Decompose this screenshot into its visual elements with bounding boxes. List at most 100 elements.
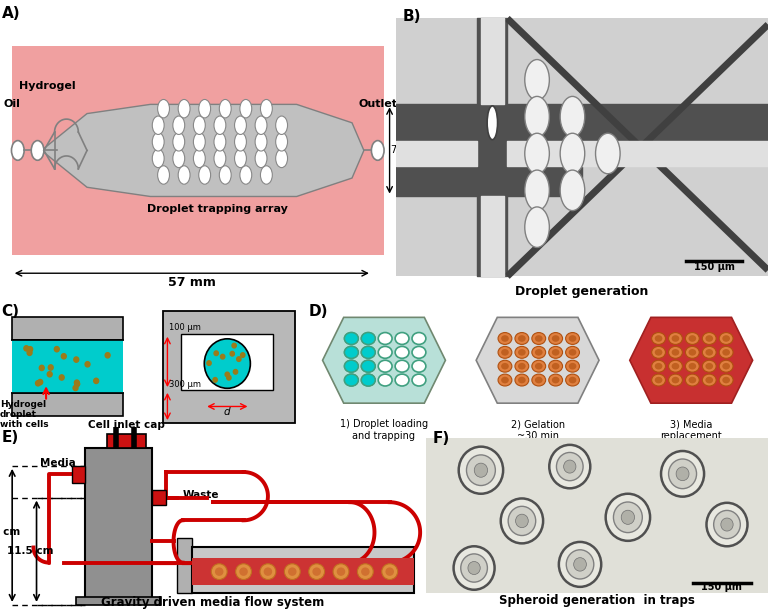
Text: A): A): [2, 6, 21, 21]
Circle shape: [276, 116, 287, 134]
Circle shape: [560, 96, 584, 137]
Circle shape: [344, 346, 358, 359]
Circle shape: [651, 346, 665, 359]
Circle shape: [719, 333, 733, 344]
FancyBboxPatch shape: [163, 311, 295, 423]
Text: 57 mm: 57 mm: [168, 276, 216, 289]
Circle shape: [386, 567, 394, 576]
Circle shape: [525, 96, 549, 137]
Circle shape: [263, 567, 272, 576]
Text: 13 cm: 13 cm: [0, 527, 21, 537]
Circle shape: [688, 349, 696, 356]
Circle shape: [362, 360, 376, 372]
Circle shape: [671, 349, 679, 356]
Circle shape: [55, 346, 59, 352]
Circle shape: [685, 346, 700, 359]
Circle shape: [214, 149, 226, 168]
Circle shape: [31, 141, 44, 160]
Text: C): C): [2, 303, 19, 319]
Text: 150 μm: 150 μm: [694, 262, 734, 272]
Text: B): B): [403, 9, 422, 24]
Circle shape: [688, 335, 696, 342]
Text: 150 μm: 150 μm: [701, 581, 743, 592]
Circle shape: [336, 567, 346, 576]
FancyBboxPatch shape: [181, 334, 273, 390]
Text: Spheroid generation  in traps: Spheroid generation in traps: [499, 594, 695, 607]
Polygon shape: [630, 317, 753, 403]
Circle shape: [220, 99, 231, 118]
Circle shape: [344, 333, 358, 344]
Circle shape: [412, 360, 425, 372]
Circle shape: [466, 455, 495, 486]
Circle shape: [362, 374, 376, 386]
Circle shape: [255, 116, 267, 134]
Circle shape: [234, 133, 247, 151]
Circle shape: [565, 374, 580, 386]
Text: droplet: droplet: [0, 410, 37, 419]
Circle shape: [382, 564, 398, 580]
Circle shape: [240, 567, 248, 576]
Circle shape: [94, 378, 98, 384]
Circle shape: [566, 550, 594, 579]
Circle shape: [531, 346, 545, 359]
Circle shape: [705, 349, 713, 356]
Circle shape: [668, 374, 682, 386]
Circle shape: [518, 335, 525, 342]
Circle shape: [551, 377, 559, 383]
Circle shape: [215, 567, 223, 576]
Circle shape: [568, 349, 576, 356]
Circle shape: [705, 363, 713, 370]
Circle shape: [458, 446, 503, 494]
Text: Media: Media: [40, 458, 76, 468]
Text: F): F): [433, 431, 450, 446]
FancyBboxPatch shape: [152, 490, 166, 505]
Circle shape: [454, 546, 495, 589]
Text: 11.5 cm: 11.5 cm: [7, 545, 54, 556]
Circle shape: [531, 360, 545, 372]
Circle shape: [379, 374, 392, 386]
FancyBboxPatch shape: [71, 466, 85, 483]
Circle shape: [669, 459, 697, 489]
Circle shape: [557, 453, 583, 481]
Circle shape: [502, 363, 508, 370]
Circle shape: [568, 363, 576, 370]
Circle shape: [671, 377, 679, 383]
Circle shape: [194, 116, 205, 134]
Circle shape: [705, 335, 713, 342]
Circle shape: [105, 352, 110, 358]
Circle shape: [498, 346, 511, 359]
Circle shape: [685, 360, 700, 372]
Circle shape: [461, 554, 488, 582]
Circle shape: [227, 375, 231, 380]
Circle shape: [214, 133, 226, 151]
Circle shape: [214, 351, 218, 356]
FancyBboxPatch shape: [85, 448, 152, 599]
Text: 100 μm: 100 μm: [169, 323, 201, 332]
Circle shape: [719, 374, 733, 386]
Circle shape: [207, 361, 211, 365]
Circle shape: [551, 363, 559, 370]
Circle shape: [85, 362, 90, 367]
Circle shape: [61, 354, 66, 359]
Circle shape: [568, 377, 576, 383]
Circle shape: [713, 510, 740, 538]
Circle shape: [344, 374, 358, 386]
Circle shape: [676, 467, 689, 481]
Circle shape: [535, 363, 542, 370]
Circle shape: [395, 360, 409, 372]
Circle shape: [152, 133, 164, 151]
Circle shape: [225, 372, 230, 377]
Circle shape: [313, 567, 321, 576]
Circle shape: [173, 149, 185, 168]
Circle shape: [721, 518, 733, 531]
Circle shape: [35, 381, 41, 386]
FancyBboxPatch shape: [12, 46, 384, 255]
Circle shape: [685, 374, 700, 386]
Circle shape: [59, 375, 65, 380]
Circle shape: [525, 207, 549, 247]
Circle shape: [199, 99, 210, 118]
Circle shape: [74, 357, 79, 362]
Circle shape: [276, 149, 287, 168]
Circle shape: [288, 567, 296, 576]
Circle shape: [722, 335, 730, 342]
